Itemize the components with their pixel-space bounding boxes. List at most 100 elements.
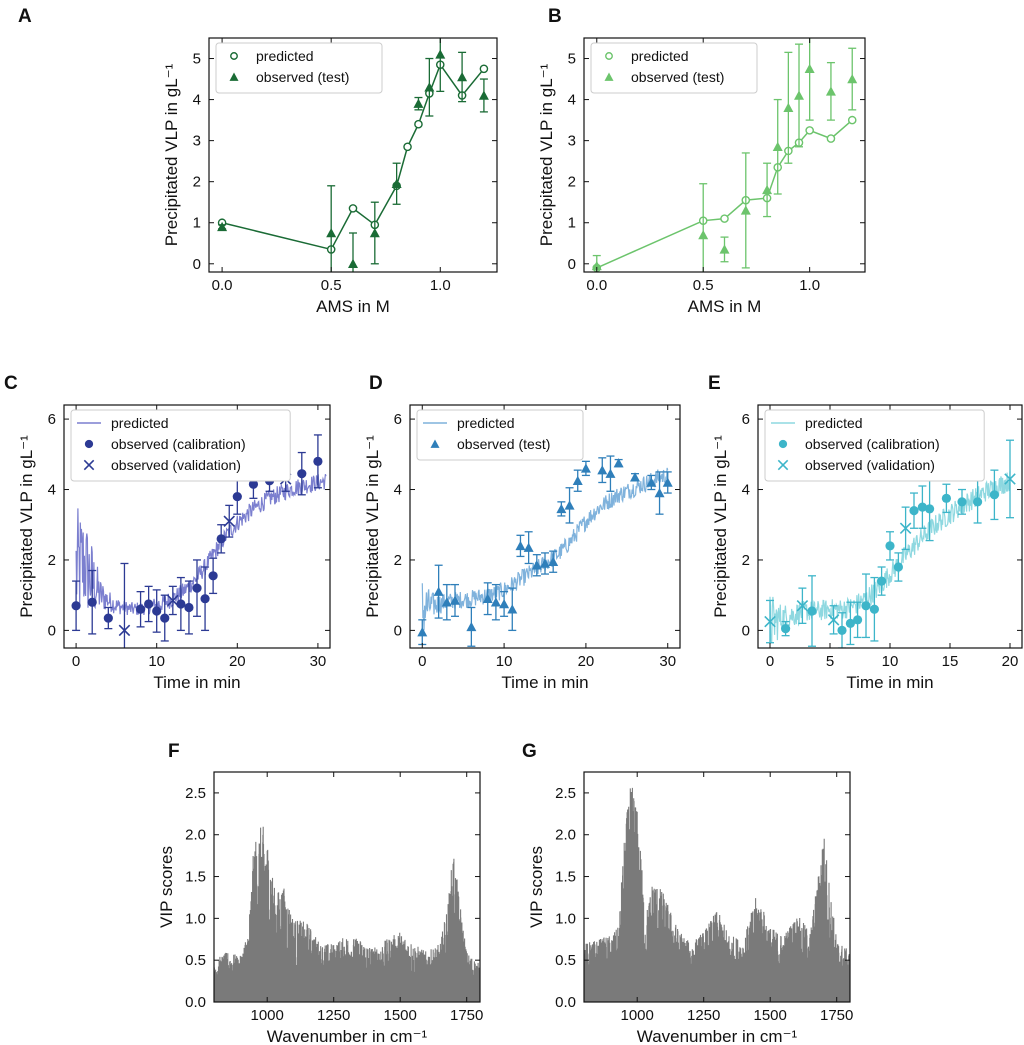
data-point [853,615,863,625]
x-tick-label: 20 [1002,653,1019,670]
data-point [369,228,380,238]
data-point [720,214,729,223]
legend-marker [605,52,613,60]
y-tick-label: 2 [193,174,201,191]
data-point [217,221,228,232]
x-tick-label: 20 [229,653,246,670]
vip-spectrum [214,826,480,1002]
legend-label: observed (test) [631,69,724,85]
data-point [847,115,857,125]
data-point [223,515,236,527]
data-point [847,74,858,84]
series-observed-validation- [764,439,1016,644]
data-point [414,119,423,129]
x-tick-label: 0 [72,653,80,670]
y-tick-label: 5 [193,51,201,68]
vip-spectrum [584,787,850,1002]
x-axis-label: Time in min [153,673,240,692]
legend: predicted observed (test) [590,42,758,94]
legend-label: predicted [457,415,515,431]
data-point [740,205,751,215]
y-tick-label: 2 [48,552,56,569]
data-point [184,602,194,613]
y-tick-label: 0 [48,622,56,639]
data-point [772,141,783,152]
legend: predicted observed (test) [215,42,383,94]
data-point [424,82,435,92]
panel-label: G [522,741,537,762]
legend-marker [430,439,440,448]
vip-bars [584,787,850,1002]
legend-marker [778,439,788,449]
y-tick-label: 1 [568,215,576,232]
y-axis-label: Precipitated VLP in gL⁻¹ [537,63,556,246]
data-point [957,497,967,507]
vip-bars [214,826,480,1002]
legend-box [590,42,758,94]
legend-marker [83,459,95,471]
data-point [989,490,1000,500]
x-axis: 1000 1250 1500 1750 [621,772,853,1024]
y-tick-label: 0 [742,622,750,639]
y-tick-label: 0.0 [185,994,206,1011]
y-tick-label: 1 [193,215,201,232]
data-point [152,606,162,616]
data-point [580,463,591,473]
x-axis-label: Wavenumber in cm⁻¹ [637,1027,798,1045]
x-axis: 0 5 10 15 20 [766,405,1019,670]
axes-frame [583,37,866,273]
data-point [348,204,358,213]
y-axis-label: Precipitated VLP in gL⁻¹ [162,63,181,246]
x-tick-label: 1000 [621,1007,654,1024]
panel-label: D [369,373,383,394]
y-tick-label: 2.5 [185,785,206,802]
x-tick-label: 1.0 [799,277,820,294]
data-point [348,258,358,269]
x-tick-label: 30 [310,653,327,670]
legend-label: observed (validation) [111,457,241,473]
data-point [861,601,871,611]
panel-g: G 1000 1250 1500 1750 0.0 0.5 1.0 1.5 2.0 2.5 Waven… [522,741,853,1045]
y-tick-label: 2.0 [555,827,576,844]
x-tick-label: 10 [148,653,165,670]
x-tick-label: 1000 [251,1007,284,1024]
legend-box [215,42,383,94]
data-point [825,86,836,96]
y-axis-label: VIP scores [527,846,546,928]
data-point [941,493,952,503]
legend-box [416,409,584,461]
data-point [118,624,131,637]
panel-label: A [18,6,32,27]
y-tick-label: 1.0 [555,910,576,927]
data-point [71,601,81,611]
data-point [103,613,113,623]
data-point [433,586,444,596]
y-tick-label: 4 [193,92,201,109]
axes-frame [208,37,498,273]
x-axis-label: AMS in M [316,297,390,316]
x-tick-label: 0.5 [693,277,714,294]
data-point [479,64,489,74]
data-point [435,49,446,59]
axes-frame [409,404,681,649]
y-axis: 0 2 4 6 [394,411,680,639]
legend-label: predicted [805,415,863,431]
panel-label: C [4,373,18,394]
data-point [719,244,730,254]
data-point [466,621,477,632]
plot-area [417,455,673,647]
data-point [208,571,218,581]
legend-box [70,409,291,482]
data-point [845,618,856,628]
data-point [1004,473,1016,485]
x-axis: 0 10 20 30 [72,405,326,670]
data-point [796,599,809,612]
legend-marker [777,459,789,471]
series-observed-calibration- [781,469,1000,648]
data-point [893,562,904,572]
legend: predicted observed (calibration) observed … [70,409,291,482]
panel-a: A 0.0 0.5 1.0 0 1 2 3 4 5 AMS in M Precipitated VLP… [18,6,498,316]
panel-f: F 1000 1250 1500 1750 0.0 0.5 1.0 1.5 2.0 2.5 Waven… [157,741,483,1045]
y-tick-label: 4 [742,482,750,499]
x-tick-label: 1250 [317,1007,350,1024]
